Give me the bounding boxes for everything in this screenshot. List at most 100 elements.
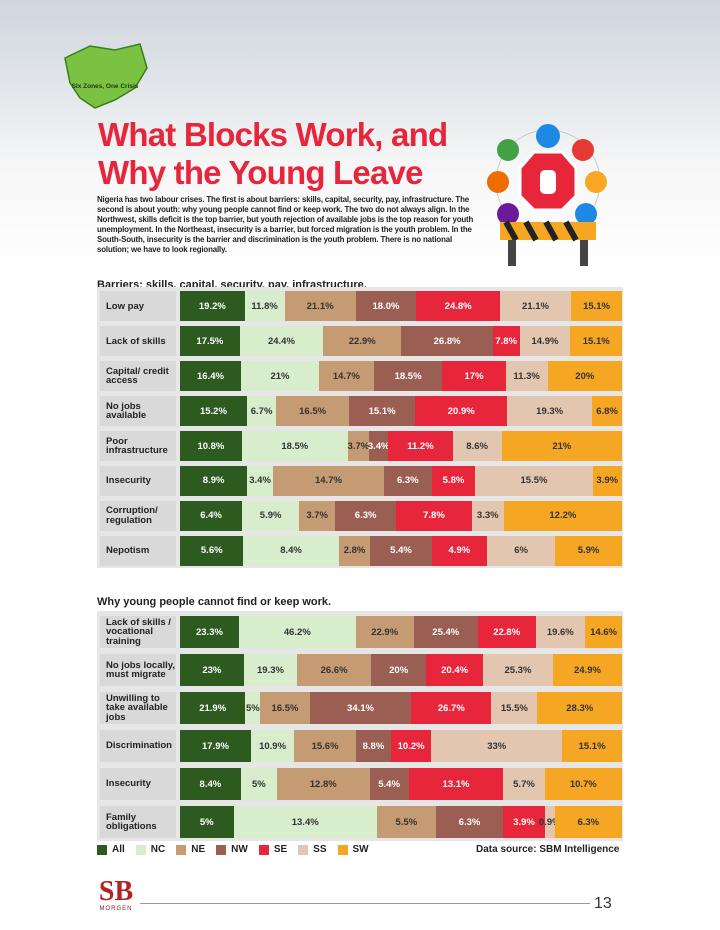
value-label: 10.7% [569,778,597,790]
value-label: 19.3% [536,405,564,417]
value-label: 8.4% [199,778,222,790]
bar-segment: 15.6% [294,730,356,762]
logo: SB MORGEN [92,876,140,913]
value-label: 6.3% [577,816,600,828]
bar-segment: 5.8% [431,465,476,496]
bar-segment: 11.2% [388,431,453,462]
value-label: 12.8% [309,778,337,790]
value-label: 17% [464,370,484,382]
bar-segment: 5% [180,806,234,838]
value-label: 5.9% [259,510,282,522]
bar-segment: 6.3% [435,806,504,838]
bar-segment: 26.6% [297,654,371,686]
value-label: 10.2% [397,740,425,752]
legend-swatch [176,844,187,855]
value-label: 5% [245,702,260,714]
value-label: 33% [487,740,507,752]
value-label: 21.1% [306,300,334,312]
value-label: 5% [199,816,214,828]
value-label: 5.4% [378,778,400,790]
bar-segment: 6.3% [554,806,622,838]
legend-item: NC [135,844,165,855]
bar-segment: 19.6% [535,616,586,648]
bar-segment: 22.9% [355,616,414,648]
value-label: 15.1% [368,405,396,417]
row-label: Insecurity [100,465,176,496]
logo-letters: SB [98,876,134,907]
value-label: 18.0% [372,300,400,312]
bar-segment: 15.1% [570,326,622,357]
bar-segment: 3.3% [471,500,504,531]
value-label: 5.8% [442,475,465,487]
value-label: 12.2% [549,510,577,522]
bar-segment: 20% [370,654,427,686]
legend-item: SS [298,844,327,855]
chart-title: Why young people cannot find or keep wor… [97,596,332,608]
icon [487,124,607,266]
bar-segment: 5% [240,768,277,800]
bar-segment: 28.3% [537,692,622,724]
value-label: 3.9% [596,475,619,487]
legend-swatch [216,844,227,855]
bar-segment: 5.4% [369,768,409,800]
value-label: 15.6% [311,740,339,752]
bar-segment: 6.3% [384,465,432,496]
bar-segment: 33% [431,730,563,762]
map-label: Six Zones, One Crisis [72,83,139,90]
bar-segment: 14.9% [519,326,571,357]
value-label: 14.7% [332,370,360,382]
bar-segment: 10.2% [390,730,432,762]
bar-segment: 6.3% [335,500,397,531]
value-label: 6.4% [200,510,222,522]
value-label: 8.4% [280,545,302,557]
legend-label: NE [191,844,206,855]
logo-name: MORGEN [99,906,133,912]
value-label: 15.1% [578,740,606,752]
bar-segment: 11.3% [505,361,548,392]
bar-segment: 5% [245,692,261,724]
bar-segment: 26.7% [411,692,492,724]
value-label: 3.4% [249,475,271,487]
row-label: Lack of skills [100,326,176,357]
bar-segment: 22.8% [477,616,536,648]
chart-panel [97,611,623,841]
bar-segment: 18.5% [241,431,348,462]
row-label: No jobs available [100,396,176,427]
value-label: 4.9% [448,545,471,557]
value-label: 28.3% [566,702,594,714]
bar-segment: 23% [180,654,244,686]
legend-item: SW [337,844,369,855]
bar-segment: 6.7% [246,396,277,427]
value-label: 24.4% [267,335,295,347]
bar-segment: 10.9% [250,730,295,762]
bar-segment: 3.4% [368,431,390,462]
value-label: 15.1% [582,335,610,347]
value-label: 18.5% [281,440,309,452]
legend-swatch [337,844,348,855]
bar-segment: 8.4% [243,535,339,566]
value-label: 8.9% [202,475,225,487]
value-label: 20% [575,370,595,382]
row-label: Unwilling to take available jobs [100,692,176,724]
value-label: 26.8% [433,335,461,347]
value-label: 24.8% [444,300,472,312]
value-label: 6.3% [354,510,377,522]
bar-segment: 15.2% [180,396,247,427]
value-label: 6% [514,545,528,557]
bar-segment: 26.8% [401,326,493,357]
row-label: Low pay [100,291,176,322]
value-label: 20.4% [441,664,469,676]
row-label: Lack of skills / vocational training [100,616,176,648]
bar-segment: 8.9% [180,465,248,496]
source: Data source: SBM Intelligence [476,844,620,855]
bar-segment: 17% [442,361,506,392]
value-label: 11.2% [407,440,434,452]
value-label: 14.9% [531,335,559,347]
row-label: Nepotism [100,535,176,566]
value-label: 2.8% [343,545,366,557]
value-label: 13.1% [442,778,470,790]
value-label: 11.3% [513,370,540,382]
bar-segment: 8.8% [356,730,391,762]
bar-segment: 7.8% [492,326,520,357]
bar-segment: 10.7% [544,768,622,800]
